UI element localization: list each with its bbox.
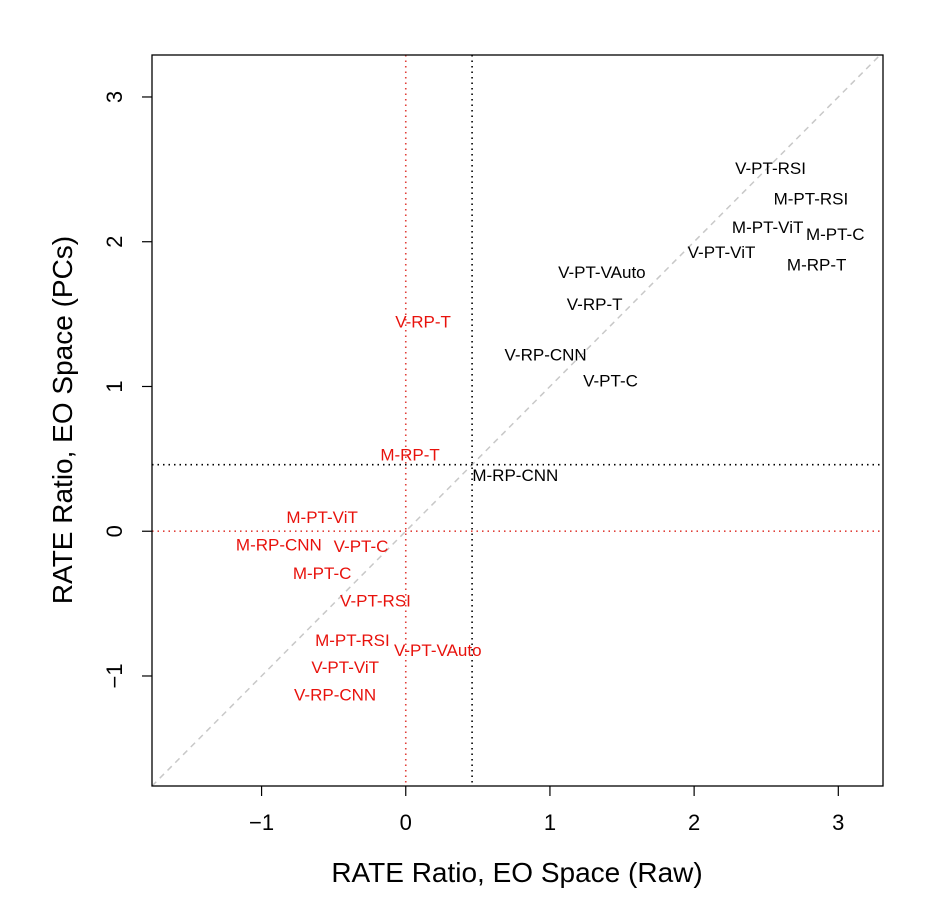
point-label: M-PT-C	[806, 225, 865, 244]
point-label: M-RP-CNN	[236, 535, 322, 554]
point-label: V-RP-CNN	[294, 686, 376, 705]
point-label: V-PT-C	[334, 537, 389, 556]
diagonal-line	[151, 54, 881, 787]
reference-lines	[151, 54, 883, 787]
point-label: M-RP-T	[380, 446, 439, 465]
x-tick-label: 2	[688, 810, 700, 835]
x-tick-label: −1	[249, 810, 274, 835]
y-axis: −1 0 1 2 3	[102, 91, 152, 689]
y-tick-label: 3	[102, 91, 127, 103]
point-label: V-RP-T	[395, 312, 451, 331]
x-tick-label: 1	[544, 810, 556, 835]
point-label: M-PT-ViT	[286, 508, 357, 527]
point-label: M-PT-ViT	[732, 218, 803, 237]
point-label: V-PT-RSI	[735, 159, 806, 178]
point-label: V-RP-CNN	[505, 346, 587, 365]
point-label: V-PT-VAuto	[558, 263, 646, 282]
point-label: V-PT-ViT	[311, 658, 379, 677]
point-label: V-PT-C	[583, 372, 638, 391]
point-label: M-PT-RSI	[315, 631, 390, 650]
point-label: V-RP-T	[567, 295, 623, 314]
point-label: M-PT-RSI	[774, 189, 849, 208]
x-axis: −1 0 1 2 3	[249, 785, 844, 835]
point-label: V-PT-RSI	[340, 592, 411, 611]
point-label: M-PT-C	[293, 564, 352, 583]
point-label: M-RP-CNN	[472, 466, 558, 485]
point-label: V-PT-ViT	[688, 243, 756, 262]
y-tick-label: 1	[102, 380, 127, 392]
point-label: M-RP-T	[787, 255, 846, 274]
y-tick-label: 2	[102, 236, 127, 248]
y-axis-label: RATE Ratio, EO Space (PCs)	[47, 236, 78, 604]
point-label: V-PT-VAuto	[394, 641, 482, 660]
x-tick-label: 3	[832, 810, 844, 835]
y-tick-label: −1	[102, 663, 127, 688]
x-tick-label: 0	[400, 810, 412, 835]
y-tick-label: 0	[102, 525, 127, 537]
x-axis-label: RATE Ratio, EO Space (Raw)	[331, 857, 702, 888]
